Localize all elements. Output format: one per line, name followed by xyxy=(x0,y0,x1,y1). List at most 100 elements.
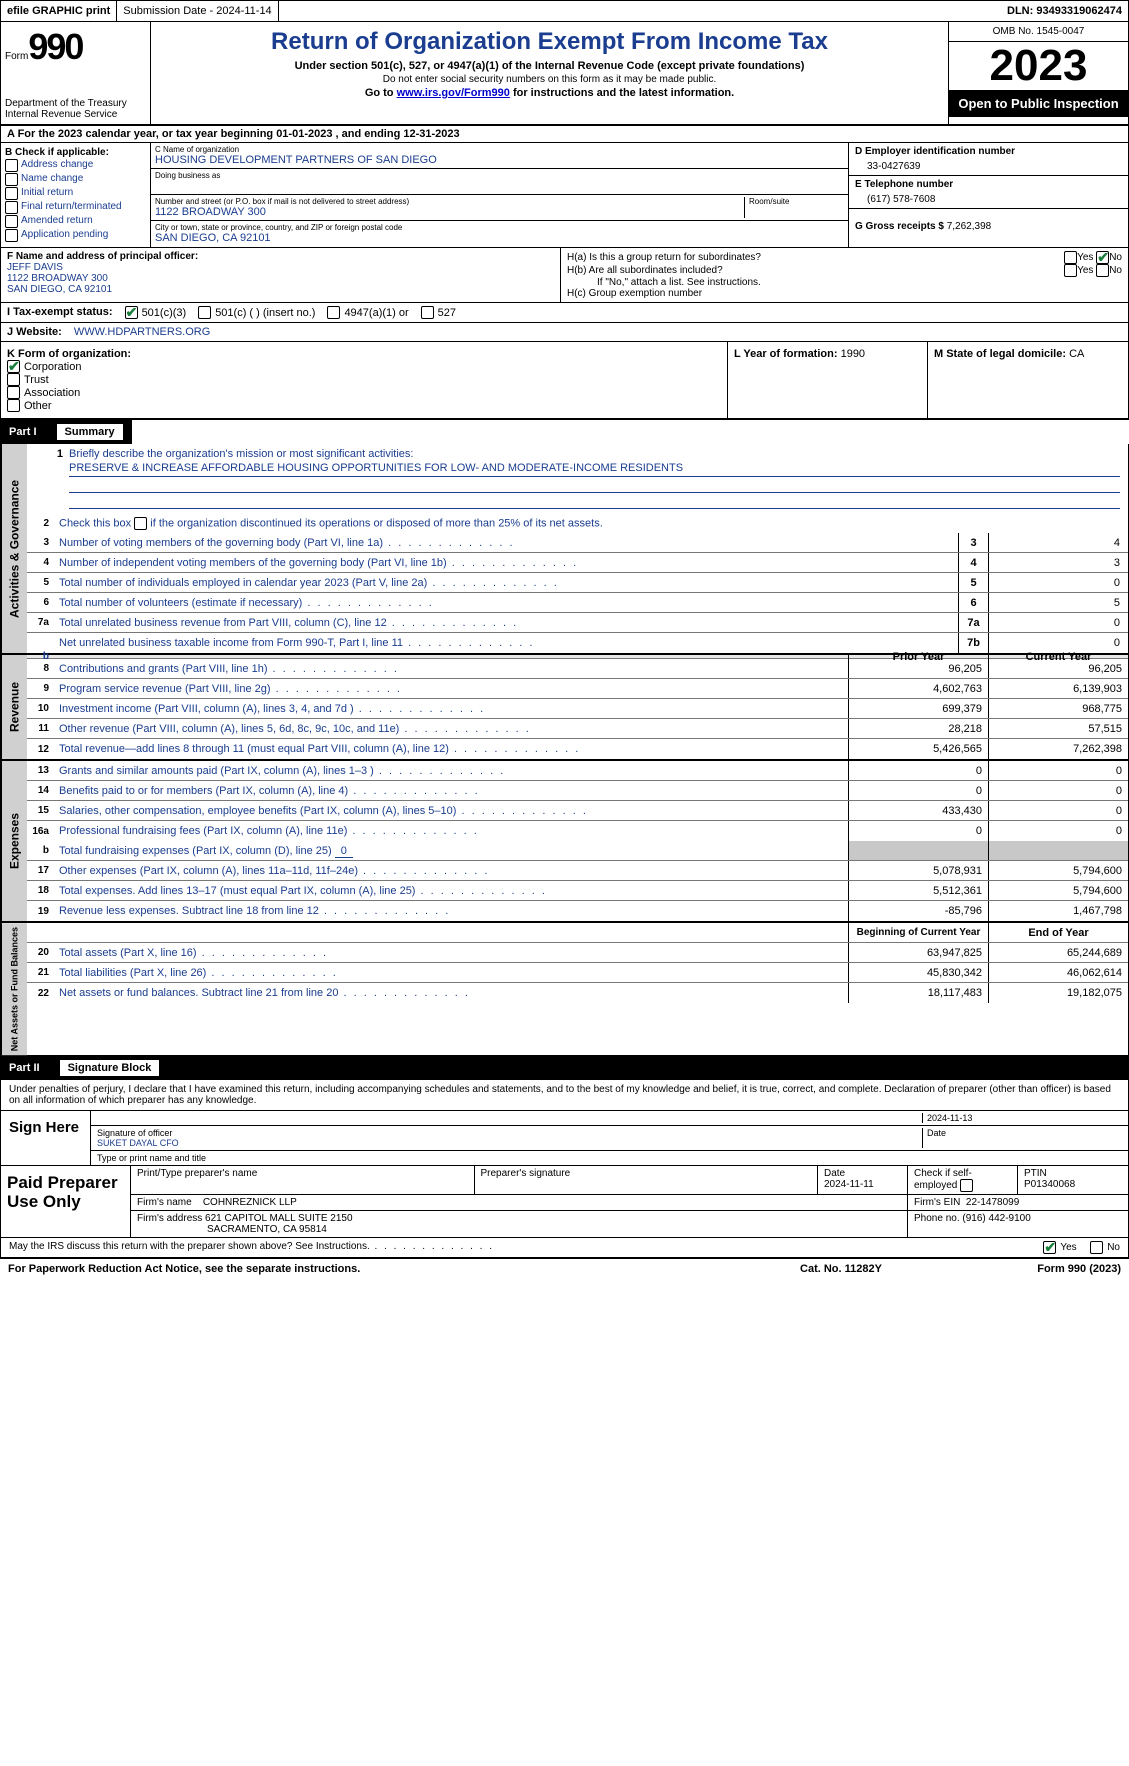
state-domicile: CA xyxy=(1069,348,1084,360)
tax-year: 2023 xyxy=(949,42,1128,90)
open-inspection: Open to Public Inspection xyxy=(949,90,1128,117)
chk-corp[interactable] xyxy=(7,360,20,373)
top-bar: efile GRAPHIC print Submission Date - 20… xyxy=(0,0,1129,22)
table-row: 16aProfessional fundraising fees (Part I… xyxy=(27,821,1128,841)
table-row: 15Salaries, other compensation, employee… xyxy=(27,801,1128,821)
org-name: HOUSING DEVELOPMENT PARTNERS OF SAN DIEG… xyxy=(155,154,844,166)
chk-hb-no[interactable] xyxy=(1096,264,1109,277)
chk-self-employed[interactable] xyxy=(960,1179,973,1192)
omb-number: OMB No. 1545-0047 xyxy=(949,22,1128,42)
signature-block: Under penalties of perjury, I declare th… xyxy=(0,1080,1129,1238)
chk-4947[interactable] xyxy=(327,306,340,319)
sidebar-activities: Activities & Governance xyxy=(1,444,27,653)
table-row: 21Total liabilities (Part X, line 26)45,… xyxy=(27,963,1128,983)
box-j: J Website: WWW.HDPARTNERS.ORG xyxy=(0,323,1129,342)
chk-app-pending[interactable] xyxy=(5,229,18,242)
table-row: 20Total assets (Part X, line 16)63,947,8… xyxy=(27,943,1128,963)
city-state-zip: SAN DIEGO, CA 92101 xyxy=(155,232,844,244)
chk-other[interactable] xyxy=(7,399,20,412)
gross-receipts: 7,262,398 xyxy=(947,221,992,232)
table-row: 11Other revenue (Part VIII, column (A), … xyxy=(27,719,1128,739)
form-number: 990 xyxy=(28,26,82,68)
table-row: 4Number of independent voting members of… xyxy=(27,553,1128,573)
ptin: P01340068 xyxy=(1024,1179,1122,1190)
table-row: 14Benefits paid to or for members (Part … xyxy=(27,781,1128,801)
telephone: (617) 578-7608 xyxy=(855,190,1122,205)
dln: DLN: 93493319062474 xyxy=(1001,1,1128,21)
sidebar-expenses: Expenses xyxy=(1,761,27,921)
box-f: F Name and address of principal officer:… xyxy=(1,248,561,302)
chk-final-return[interactable] xyxy=(5,201,18,214)
firm-phone: (916) 442-9100 xyxy=(962,1213,1030,1224)
bottom-bar: For Paperwork Reduction Act Notice, see … xyxy=(0,1258,1129,1279)
sign-here-label: Sign Here xyxy=(1,1111,91,1165)
chk-assoc[interactable] xyxy=(7,386,20,399)
chk-initial-return[interactable] xyxy=(5,187,18,200)
paid-preparer-label: Paid Preparer Use Only xyxy=(1,1166,131,1237)
firm-ein: 22-1478099 xyxy=(966,1197,1019,1208)
part-ii-header: Part II Signature Block xyxy=(0,1056,1129,1080)
chk-ha-no[interactable] xyxy=(1096,251,1109,264)
info-grid: B Check if applicable: Address change Na… xyxy=(0,143,1129,248)
efile-label: efile GRAPHIC print xyxy=(1,1,117,21)
part-i-header: Part I Summary xyxy=(0,420,132,444)
table-row: 13Grants and similar amounts paid (Part … xyxy=(27,761,1128,781)
table-row: 22Net assets or fund balances. Subtract … xyxy=(27,983,1128,1003)
chk-discontinued[interactable] xyxy=(134,517,147,530)
chk-address-change[interactable] xyxy=(5,159,18,172)
firm-name: COHNREZNICK LLP xyxy=(203,1197,297,1208)
sidebar-net-assets: Net Assets or Fund Balances xyxy=(1,923,27,1055)
year-formation: 1990 xyxy=(841,348,865,360)
section-activities-governance: Activities & Governance 1 Briefly descri… xyxy=(0,444,1129,655)
paid-preparer: Paid Preparer Use Only Print/Type prepar… xyxy=(1,1165,1128,1237)
line-a-period: A For the 2023 calendar year, or tax yea… xyxy=(0,126,1129,143)
chk-501c[interactable] xyxy=(198,306,211,319)
submission-date: Submission Date - 2024-11-14 xyxy=(117,1,278,21)
chk-amended[interactable] xyxy=(5,215,18,228)
section-expenses: Expenses 13Grants and similar amounts pa… xyxy=(0,761,1129,923)
subtitle-3: Go to www.irs.gov/Form990 for instructio… xyxy=(157,87,942,99)
chk-discuss-yes[interactable] xyxy=(1043,1241,1056,1254)
table-row: 9Program service revenue (Part VIII, lin… xyxy=(27,679,1128,699)
table-row: Net unrelated business taxable income fr… xyxy=(27,633,1128,653)
irs-link[interactable]: www.irs.gov/Form990 xyxy=(397,87,510,99)
box-i: I Tax-exempt status: 501(c)(3) 501(c) ( … xyxy=(0,303,1129,323)
prep-date: 2024-11-11 xyxy=(824,1179,901,1190)
table-row: 12Total revenue—add lines 8 through 11 (… xyxy=(27,739,1128,759)
form-header: Form 990 Department of the Treasury Inte… xyxy=(0,22,1129,126)
table-row: 7aTotal unrelated business revenue from … xyxy=(27,613,1128,633)
section-net-assets: Net Assets or Fund Balances Beginning of… xyxy=(0,923,1129,1056)
declaration-text: Under penalties of perjury, I declare th… xyxy=(1,1080,1128,1111)
officer-name: JEFF DAVIS xyxy=(7,262,554,273)
table-row: 19Revenue less expenses. Subtract line 1… xyxy=(27,901,1128,921)
box-klm: K Form of organization: Corporation Trus… xyxy=(0,342,1129,420)
section-revenue: Revenue bPrior YearCurrent Year 8Contrib… xyxy=(0,655,1129,761)
discuss-line: May the IRS discuss this return with the… xyxy=(0,1238,1129,1258)
subtitle-2: Do not enter social security numbers on … xyxy=(157,74,942,85)
street-address: 1122 BROADWAY 300 xyxy=(155,206,744,218)
chk-name-change[interactable] xyxy=(5,173,18,186)
sig-date: 2024-11-13 xyxy=(922,1113,1122,1123)
chk-hb-yes[interactable] xyxy=(1064,264,1077,277)
chk-ha-yes[interactable] xyxy=(1064,251,1077,264)
box-h: H(a) Is this a group return for subordin… xyxy=(561,248,1128,302)
table-row: 6Total number of volunteers (estimate if… xyxy=(27,593,1128,613)
row-fh: F Name and address of principal officer:… xyxy=(0,248,1129,303)
ein: 33-0427639 xyxy=(855,157,1122,172)
table-row: 3Number of voting members of the governi… xyxy=(27,533,1128,553)
officer-signature: SUKET DAYAL CFO xyxy=(97,1138,922,1148)
subtitle-1: Under section 501(c), 527, or 4947(a)(1)… xyxy=(157,60,942,72)
table-row: 18Total expenses. Add lines 13–17 (must … xyxy=(27,881,1128,901)
chk-527[interactable] xyxy=(421,306,434,319)
chk-trust[interactable] xyxy=(7,373,20,386)
mission-statement: PRESERVE & INCREASE AFFORDABLE HOUSING O… xyxy=(69,460,1120,477)
chk-501c3[interactable] xyxy=(125,306,138,319)
chk-discuss-no[interactable] xyxy=(1090,1241,1103,1254)
table-row: 17Other expenses (Part IX, column (A), l… xyxy=(27,861,1128,881)
sidebar-revenue: Revenue xyxy=(1,655,27,759)
table-row: 10Investment income (Part VIII, column (… xyxy=(27,699,1128,719)
box-c: C Name of organization HOUSING DEVELOPME… xyxy=(151,143,848,247)
table-row: 5Total number of individuals employed in… xyxy=(27,573,1128,593)
table-row: 8Contributions and grants (Part VIII, li… xyxy=(27,659,1128,679)
form-title: Return of Organization Exempt From Incom… xyxy=(157,28,942,56)
